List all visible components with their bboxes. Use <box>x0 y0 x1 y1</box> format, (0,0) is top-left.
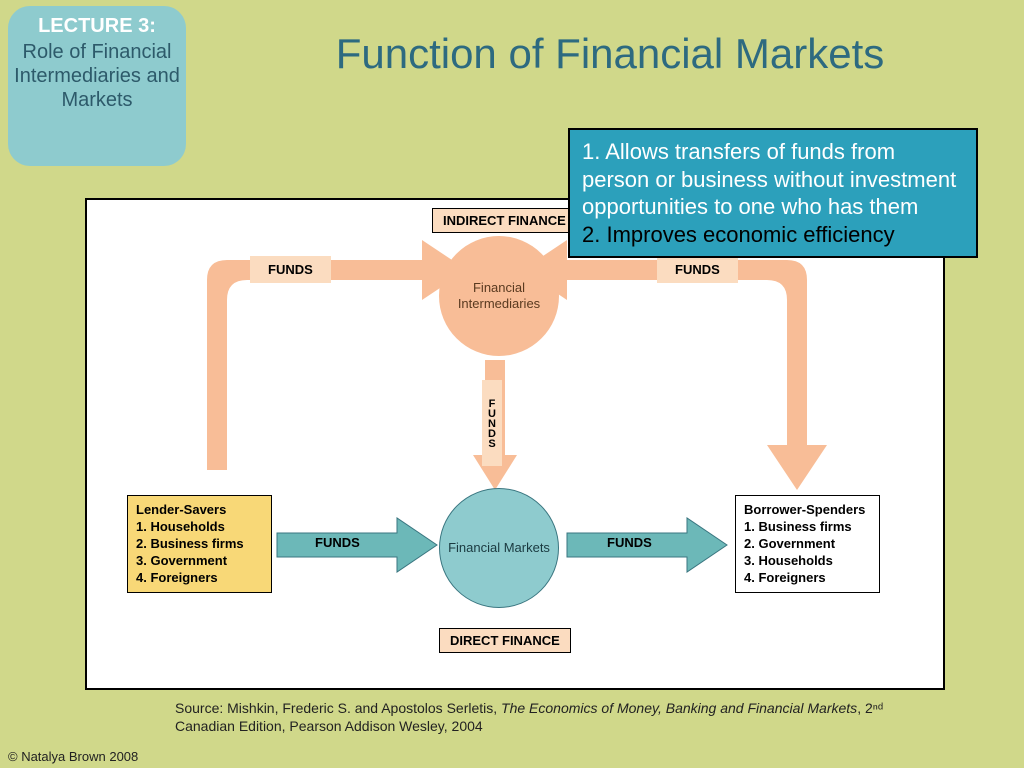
funds-label-vertical: FUNDS <box>482 380 502 466</box>
copyright-text: © Natalya Brown 2008 <box>8 749 138 764</box>
lecture-info-box: LECTURE 3: Role of Financial Intermediar… <box>8 6 186 166</box>
funds-label-right-mid: FUNDS <box>607 535 652 550</box>
indirect-finance-label: INDIRECT FINANCE <box>432 208 577 233</box>
funds-label-left-mid: FUNDS <box>315 535 360 550</box>
borrower-title: Borrower-Spenders <box>744 502 871 519</box>
point-1: 1. Allows transfers of funds from person… <box>582 138 964 221</box>
borrower-spenders-box: Borrower-Spenders 1. Business firms 2. G… <box>735 495 880 593</box>
borrower-item-4: 4. Foreigners <box>744 570 871 587</box>
lender-item-3: 3. Government <box>136 553 263 570</box>
lender-title: Lender-Savers <box>136 502 263 519</box>
intermediaries-text: Financial Intermediaries <box>439 280 559 311</box>
key-points-box: 1. Allows transfers of funds from person… <box>568 128 978 258</box>
lecture-body: Role of Financial Intermediaries and Mar… <box>14 41 180 111</box>
source-title: The Economics of Money, Banking and Fina… <box>501 700 857 716</box>
funds-label-right-top: FUNDS <box>657 256 738 283</box>
financial-markets-node: Financial Markets <box>439 488 559 608</box>
funds-label-left-top: FUNDS <box>250 256 331 283</box>
lender-item-2: 2. Business firms <box>136 536 263 553</box>
financial-intermediaries-node: Financial Intermediaries <box>439 236 559 356</box>
source-citation: Source: Mishkin, Frederic S. and Apostol… <box>175 700 935 735</box>
borrower-item-2: 2. Government <box>744 536 871 553</box>
borrower-item-3: 3. Households <box>744 553 871 570</box>
direct-finance-label: DIRECT FINANCE <box>439 628 571 653</box>
lender-item-4: 4. Foreigners <box>136 570 263 587</box>
lender-item-1: 1. Households <box>136 519 263 536</box>
lecture-header: LECTURE 3: <box>14 14 180 38</box>
point-2: 2. Improves economic efficiency <box>582 221 964 249</box>
slide-title: Function of Financial Markets <box>210 30 1010 78</box>
borrower-item-1: 1. Business firms <box>744 519 871 536</box>
lender-savers-box: Lender-Savers 1. Households 2. Business … <box>127 495 272 593</box>
markets-text: Financial Markets <box>448 540 550 556</box>
source-prefix: Source: Mishkin, Frederic S. and Apostol… <box>175 700 501 716</box>
arrow-lenders-to-intermediaries <box>207 240 467 470</box>
flow-diagram: INDIRECT FINANCE FUNDS FUNDS FUNDS Finan… <box>85 198 945 690</box>
